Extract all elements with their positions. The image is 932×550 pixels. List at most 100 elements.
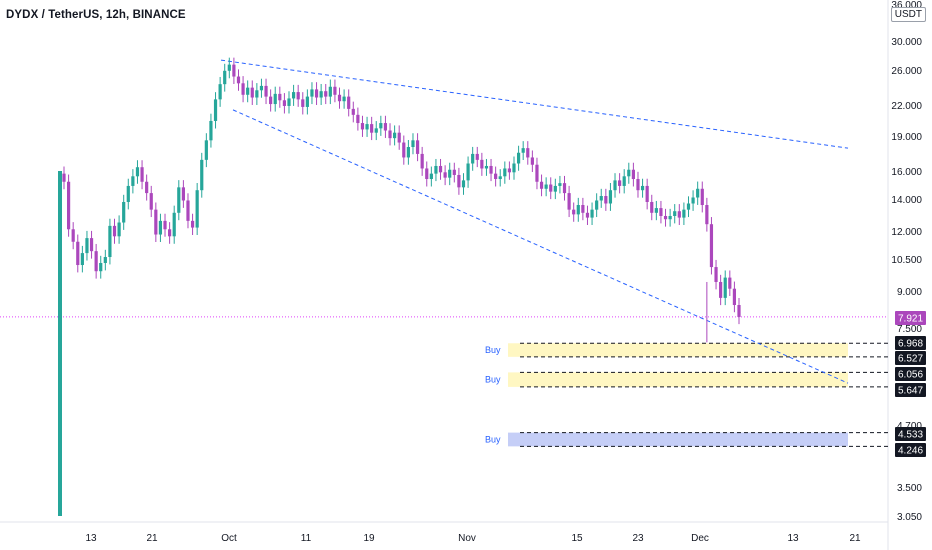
candle-body (71, 229, 75, 242)
candle-body (438, 165, 443, 173)
candle-body (590, 209, 594, 218)
x-tick-label: 21 (849, 533, 861, 544)
candle-body (457, 174, 461, 188)
candle-body (732, 288, 737, 306)
candle-body (627, 169, 631, 177)
y-tick-label: 30.000 (891, 37, 922, 48)
candle-body (356, 114, 360, 124)
candle-body (117, 222, 121, 237)
last-price-badge (895, 311, 926, 325)
candle-body (177, 187, 181, 213)
candle-body (140, 167, 144, 182)
price-level-badge-text: 5.647 (898, 386, 923, 397)
candle-body (516, 152, 521, 164)
candle-body (452, 169, 456, 175)
y-tick-label: 26.000 (891, 66, 922, 77)
candle-body (567, 193, 571, 210)
candle-body (599, 196, 603, 201)
x-tick-label: Dec (691, 533, 709, 544)
candle-body (393, 132, 397, 139)
candle-body (149, 193, 153, 210)
candle-body (526, 148, 530, 158)
candle-body (636, 179, 640, 191)
candle-body (246, 87, 250, 95)
candle-body (287, 98, 291, 106)
candle-body (273, 93, 277, 105)
price-level-badge-text: 4.246 (898, 446, 923, 457)
candle-body (448, 169, 452, 178)
candle-body (154, 209, 158, 235)
candle-body (530, 157, 534, 165)
candle-body (595, 200, 599, 210)
candle-body (347, 96, 351, 109)
buy-zone-label: Buy (485, 345, 501, 355)
candle-body (677, 211, 681, 218)
candle-body (342, 96, 346, 102)
candle-body (80, 253, 84, 266)
candle-body (553, 185, 557, 192)
candle-body (618, 180, 622, 186)
candle-body (705, 205, 709, 225)
candle-body (604, 196, 608, 204)
candle-body (158, 220, 163, 235)
candle-body (131, 176, 135, 186)
candle-body (544, 184, 548, 189)
lower-trendline (232, 109, 849, 384)
candle-body (388, 130, 392, 139)
candle-body (236, 76, 241, 84)
candle-body (278, 93, 282, 101)
candle-body (700, 188, 704, 206)
candle-body (411, 140, 415, 148)
candle-body (461, 180, 466, 188)
y-tick-label: 36.000 (891, 0, 922, 11)
candle-body (218, 84, 222, 100)
price-level-badge (895, 383, 926, 397)
x-tick-label: 23 (632, 533, 644, 544)
candle-body (489, 165, 493, 174)
candle-body (668, 215, 672, 220)
candle-body (190, 220, 195, 228)
candle-body (291, 92, 296, 99)
candle-body (572, 209, 576, 215)
candle-body (631, 169, 635, 180)
candle-body (241, 83, 245, 95)
candle-body (66, 181, 71, 230)
candle-body (425, 168, 429, 180)
candle-body (429, 173, 433, 180)
candle-body (585, 212, 590, 218)
candle-body (663, 215, 668, 220)
candle-body (200, 159, 204, 191)
candle-body (351, 108, 355, 115)
candle-body (420, 153, 424, 169)
candle-body (62, 173, 66, 182)
candle-body (640, 185, 645, 191)
y-tick-label: 9.000 (897, 287, 922, 298)
candle-body (512, 163, 516, 173)
y-tick-label: 4.700 (897, 421, 922, 432)
last-price-badge-text: 7.921 (898, 314, 923, 325)
candle-body (659, 208, 663, 216)
candle-body (535, 164, 539, 182)
candle-body (645, 185, 649, 202)
candle-body (314, 89, 319, 98)
y-tick-label: 3.500 (897, 483, 922, 494)
candle-body (250, 87, 254, 98)
candle-body (581, 205, 585, 213)
currency-selector[interactable]: USDT (890, 7, 926, 22)
candle-body (94, 251, 98, 272)
candle-body (443, 172, 447, 178)
y-tick-label: 7.500 (897, 324, 922, 335)
candle-body (85, 238, 89, 254)
candle-body (310, 89, 314, 97)
candle-body (301, 99, 305, 107)
candle-body (168, 229, 172, 237)
candle-body (415, 140, 420, 154)
candle-body (163, 220, 167, 230)
candle-body (103, 257, 107, 263)
candle-body (613, 180, 617, 191)
candle-body (186, 200, 190, 221)
candle-body (558, 183, 562, 186)
candle-body (714, 267, 718, 282)
y-tick-label: 3.050 (897, 512, 922, 523)
